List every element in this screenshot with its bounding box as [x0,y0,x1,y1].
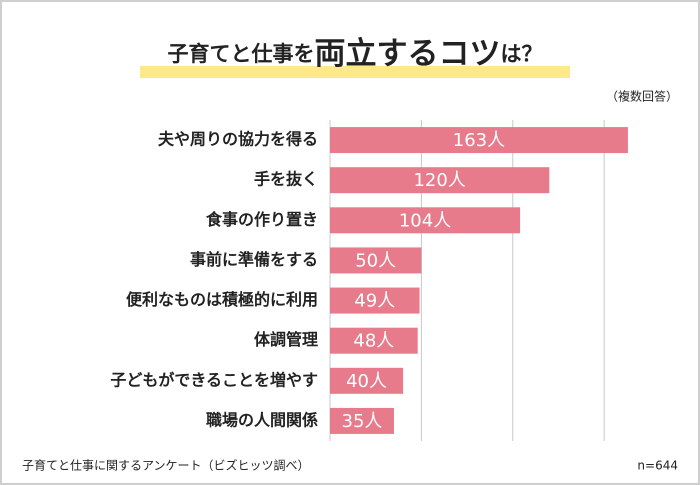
sample-size: n=644 [637,459,678,473]
value-label: 50人 [355,250,396,271]
bar [330,167,550,194]
value-label: 49人 [354,291,395,312]
bar [330,247,422,274]
bar [330,407,394,434]
category-label: 手を抜く [254,170,318,189]
value-label: 120人 [413,170,465,191]
value-label: 104人 [399,210,451,231]
chart-title: 子育てと仕事を両立するコツは？ [168,36,543,72]
source: 子育てと仕事に関するアンケート（ビズヒッツ調べ） [22,458,310,473]
category-label: 職場の人間関係 [206,410,318,429]
value-label: 40人 [346,371,387,392]
category-label: 子どもができることを増やす [110,370,318,389]
category-label: 夫や周りの協力を得る [158,130,318,149]
category-label: 食事の作り置き [205,210,318,229]
category-label: 事前に準備をする [190,250,318,269]
title-part: 両立するコツ [315,36,501,72]
bar [330,127,628,154]
category-label: 便利なものは積極的に利用 [126,290,318,309]
title-highlight [140,66,570,78]
bar [330,207,521,234]
title-part: 子育てと仕事を [168,42,315,66]
value-label: 48人 [353,331,394,352]
bar [330,287,420,314]
value-label: 163人 [453,130,505,151]
title-part: は？ [501,42,543,66]
bar [330,327,418,354]
bar [330,367,404,394]
value-label: 35人 [342,411,383,432]
category-label: 体調管理 [254,330,318,349]
subtitle: （複数回答） [606,89,678,104]
